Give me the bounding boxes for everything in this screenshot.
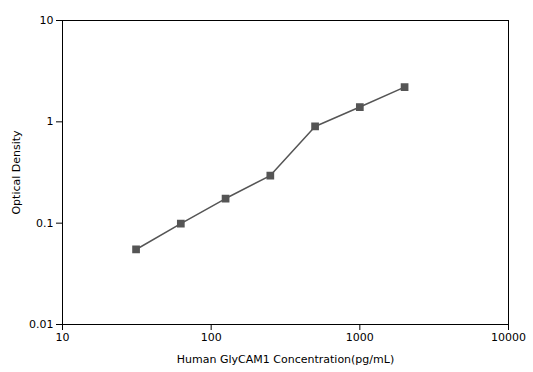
svg-text:10000: 10000	[491, 331, 526, 344]
svg-text:100: 100	[201, 331, 222, 344]
svg-text:10: 10	[56, 331, 70, 344]
svg-text:10: 10	[40, 14, 54, 27]
svg-text:1: 1	[47, 115, 54, 128]
svg-text:0.01: 0.01	[29, 318, 54, 331]
svg-text:Human GlyCAM1 Concentration(pg: Human GlyCAM1 Concentration(pg/mL)	[177, 353, 394, 366]
svg-text:Optical Density: Optical Density	[10, 130, 23, 215]
svg-text:0.1: 0.1	[36, 217, 54, 230]
svg-text:1000: 1000	[346, 331, 374, 344]
